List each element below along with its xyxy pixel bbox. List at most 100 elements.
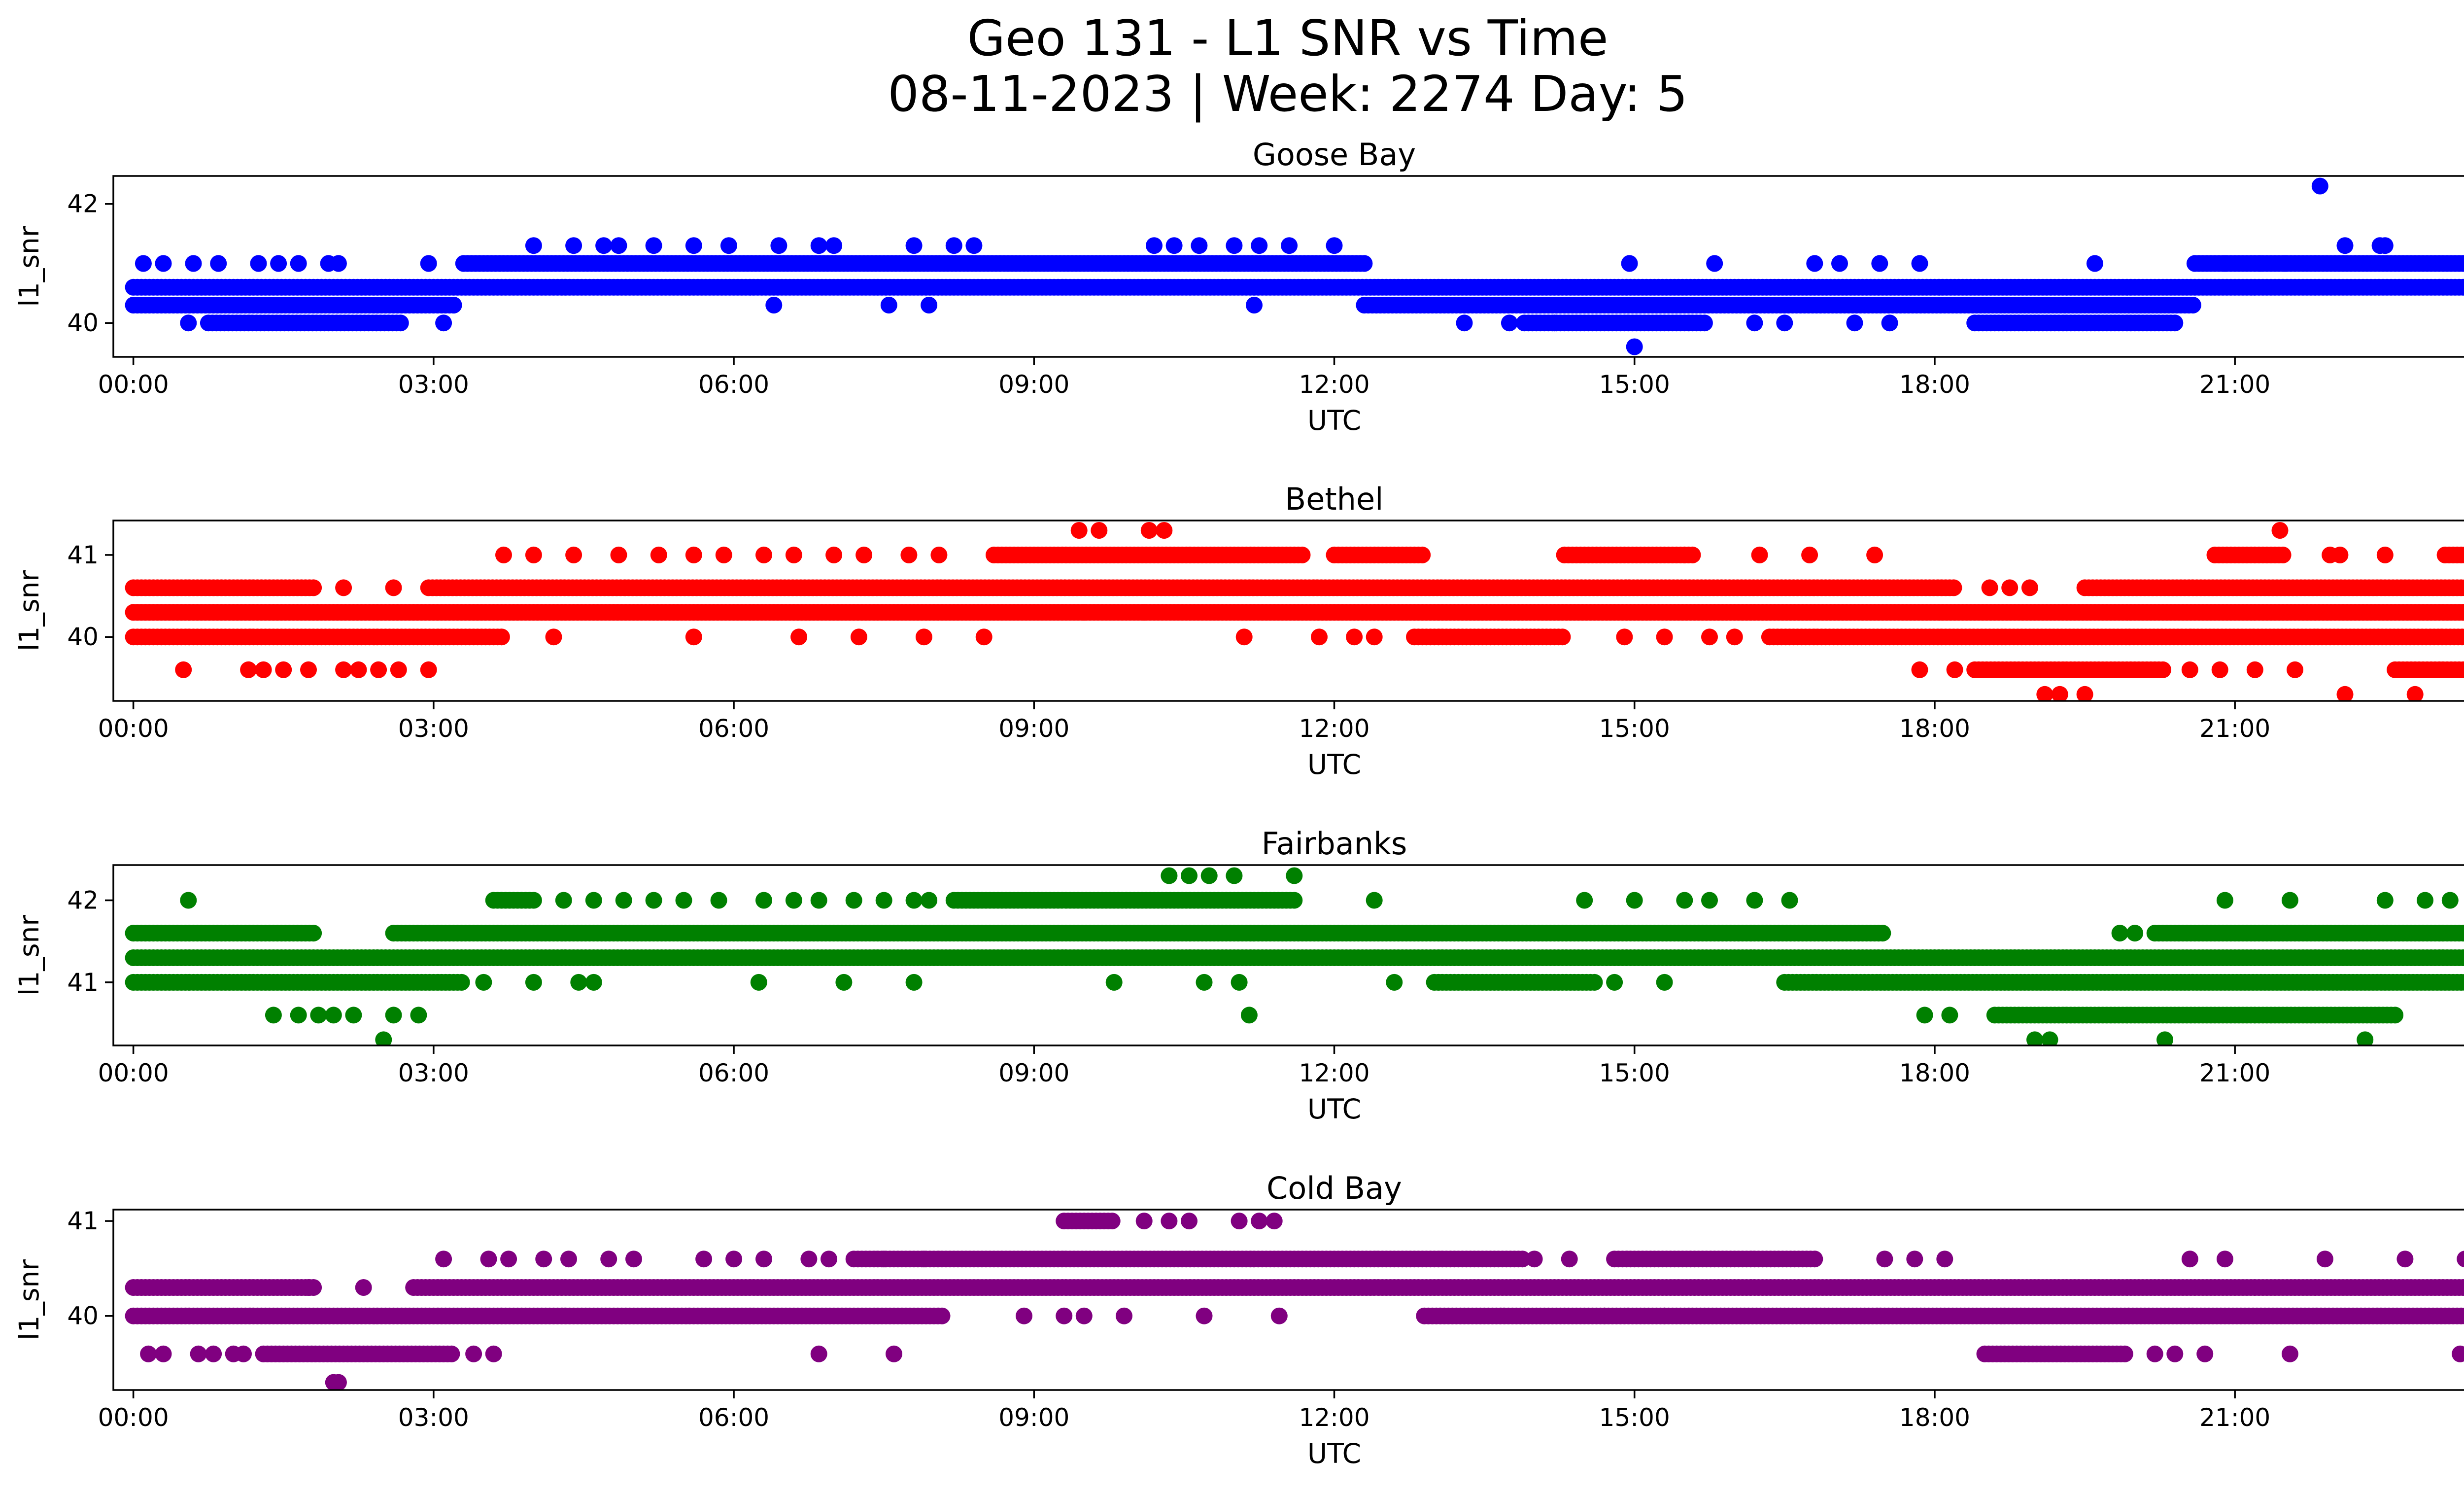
data-point xyxy=(330,255,347,272)
data-point xyxy=(710,892,727,909)
data-point xyxy=(856,546,873,563)
data-point xyxy=(2459,950,2464,966)
data-point xyxy=(921,297,938,313)
x-tick-label: 09:00 xyxy=(998,1059,1069,1087)
data-point xyxy=(1386,973,1403,991)
data-point xyxy=(1294,546,1311,563)
data-point xyxy=(1346,628,1363,646)
data-point xyxy=(2166,314,2184,332)
data-point xyxy=(1281,237,1298,254)
data-point xyxy=(495,546,512,563)
data-points xyxy=(125,867,2464,1045)
data-point xyxy=(1776,314,1793,332)
data-point xyxy=(1576,892,1593,909)
x-axis-label: UTC xyxy=(1307,749,1361,780)
data-point xyxy=(2184,297,2201,313)
data-points xyxy=(125,1213,2464,1390)
data-point xyxy=(810,892,827,909)
data-point xyxy=(720,237,737,254)
data-point xyxy=(1156,522,1173,539)
data-point xyxy=(905,237,923,254)
figure-title-line1: Geo 131 - L1 SNR vs Time xyxy=(967,9,1608,67)
data-point xyxy=(1701,892,1718,909)
data-point xyxy=(375,1031,392,1045)
data-point xyxy=(1161,867,1178,884)
data-point xyxy=(685,628,702,646)
data-point xyxy=(2461,548,2464,562)
subplot-title: Cold Bay xyxy=(1266,1170,1402,1206)
x-tick-label: 03:00 xyxy=(398,1059,469,1087)
data-point xyxy=(1801,546,1818,563)
x-tick-label: 06:00 xyxy=(698,1059,769,1087)
data-point xyxy=(1621,255,1638,272)
data-point xyxy=(1846,314,1863,332)
data-point xyxy=(2026,1031,2043,1045)
data-point xyxy=(420,661,437,678)
data-point xyxy=(585,973,602,991)
data-point xyxy=(675,892,692,909)
data-point xyxy=(392,314,409,332)
x-tick-label: 00:00 xyxy=(98,714,169,743)
data-point xyxy=(185,255,202,272)
data-point xyxy=(1656,973,1673,991)
data-point xyxy=(1781,892,1798,909)
data-point xyxy=(525,546,542,563)
data-point xyxy=(180,892,197,909)
data-point xyxy=(1226,237,1243,254)
data-point xyxy=(2041,1031,2058,1045)
x-tick-label: 09:00 xyxy=(998,714,1069,743)
data-point xyxy=(1626,892,1643,909)
data-point xyxy=(310,1007,327,1024)
data-point xyxy=(1135,604,1153,621)
data-point xyxy=(685,546,702,563)
data-point xyxy=(370,661,387,678)
data-point xyxy=(750,973,767,991)
data-point xyxy=(180,314,197,332)
data-point xyxy=(155,255,172,272)
data-point xyxy=(1746,892,1763,909)
y-tick-label: 41 xyxy=(67,541,99,569)
data-point xyxy=(325,1007,342,1024)
data-point xyxy=(525,237,542,254)
data-point xyxy=(2463,608,2464,617)
subplot-title: Bethel xyxy=(1285,481,1384,517)
data-point xyxy=(1240,1007,1258,1024)
data-point xyxy=(2216,255,2233,272)
x-tick-label: 21:00 xyxy=(2199,714,2270,743)
data-point xyxy=(1075,604,1093,621)
data-point xyxy=(275,661,292,678)
data-point xyxy=(875,892,892,909)
data-point xyxy=(915,628,932,646)
x-tick-label: 18:00 xyxy=(1899,370,1970,399)
data-point xyxy=(1676,546,1693,563)
data-point xyxy=(685,237,702,254)
data-point xyxy=(975,628,992,646)
x-tick-label: 00:00 xyxy=(98,1059,169,1087)
data-point xyxy=(525,892,542,909)
data-point xyxy=(290,255,307,272)
data-point xyxy=(545,628,562,646)
data-point xyxy=(1326,237,1343,254)
data-point xyxy=(1501,314,1518,332)
data-point xyxy=(1941,1007,1958,1024)
data-point xyxy=(1981,579,1998,596)
data-point xyxy=(453,973,470,991)
x-tick-label: 06:00 xyxy=(698,370,769,399)
data-point xyxy=(2376,892,2394,909)
data-point xyxy=(335,579,352,596)
data-point xyxy=(1191,237,1208,254)
data-point xyxy=(1311,628,1328,646)
data-point xyxy=(1246,297,1263,313)
data-point xyxy=(385,579,402,596)
x-tick-label: 21:00 xyxy=(2199,1059,2270,1087)
data-point xyxy=(555,892,572,909)
data-point xyxy=(1586,973,1603,991)
data-point xyxy=(2274,546,2292,563)
data-point xyxy=(810,237,827,254)
data-point xyxy=(240,661,257,678)
data-point xyxy=(2459,279,2464,295)
x-tick-label: 12:00 xyxy=(1299,370,1369,399)
data-point xyxy=(1456,314,1473,332)
data-point xyxy=(765,297,783,313)
